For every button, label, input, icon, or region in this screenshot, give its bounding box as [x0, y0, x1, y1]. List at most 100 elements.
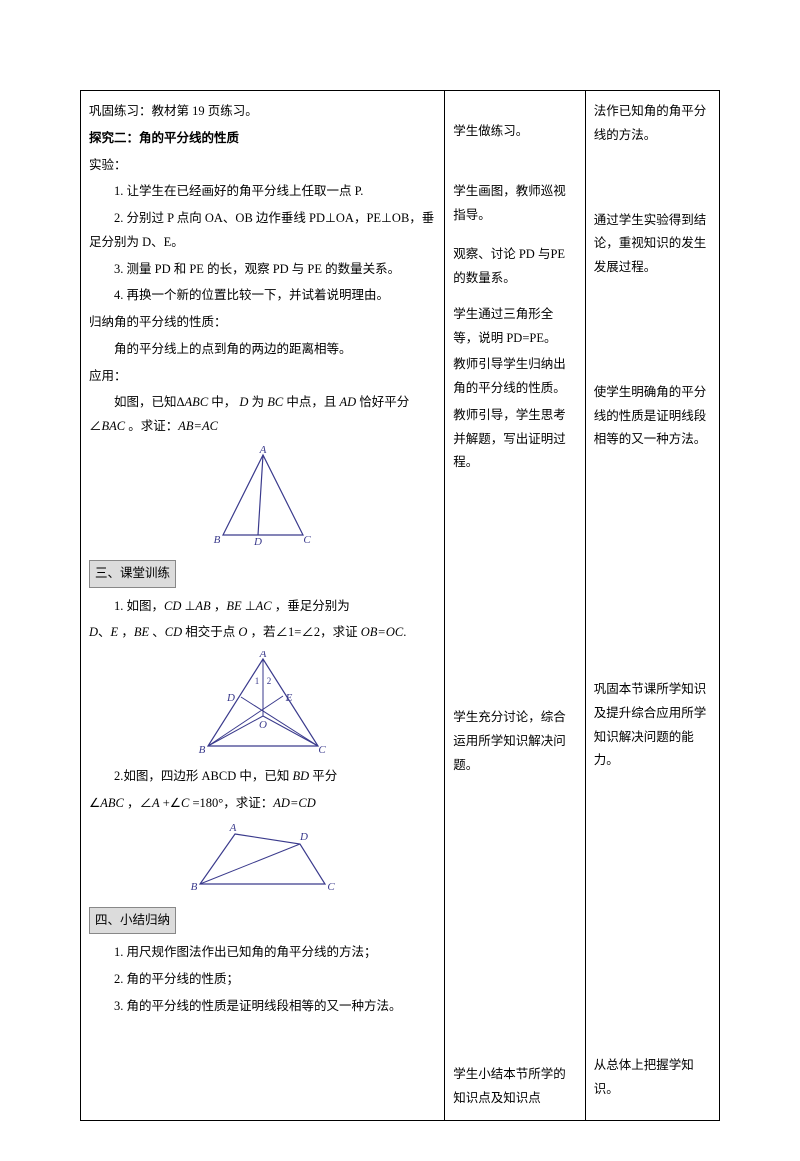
exercise-2-line2: ∠ABC ，∠A +∠C =180°，求证：AD=CD — [89, 792, 436, 816]
apply-text: 如图，已知ΔABC 中， D 为 BC 中点，且 AD 恰好平分∠BAC 。求证… — [89, 391, 436, 439]
triangle-abc-svg: A B C D — [203, 445, 323, 550]
var-E: E — [111, 625, 119, 639]
section-3-header: 三、课堂训练 — [89, 560, 176, 588]
t: 相交于点 — [185, 625, 238, 639]
c3-t0: 法作已知角的角平分线的方法。 — [594, 100, 711, 148]
var-O: O — [238, 625, 247, 639]
t: =180°，求证： — [192, 796, 273, 810]
svg-text:D: D — [299, 831, 308, 843]
quad-abcd-svg: A B C D — [185, 822, 340, 897]
exp-step-3: 3. 测量 PD 和 PE 的长，观察 PD 与 PE 的数量关系。 — [89, 258, 436, 282]
var-BE: BE — [226, 599, 241, 613]
exp-step-1: 1. 让学生在已经画好的角平分线上任取一点 P. — [89, 180, 436, 204]
svg-text:O: O — [259, 719, 267, 731]
apply-label: 应用： — [89, 365, 436, 389]
t: ∠ — [89, 796, 100, 810]
t: 为 — [252, 395, 268, 409]
svg-text:1: 1 — [254, 676, 259, 686]
var-D: D — [89, 625, 98, 639]
c2-t8: 学生小结本节所学的知识点及知识点 — [453, 1063, 577, 1111]
figure-quadrilateral: A B C D — [89, 822, 436, 897]
svg-text:E: E — [284, 692, 292, 704]
c2-t7: 学生充分讨论，综合运用所学知识解决问题。 — [453, 706, 577, 777]
explore2-heading: 探究二：角的平分线的性质 — [89, 127, 436, 151]
var-OBOC: OB=OC — [361, 625, 403, 639]
exercise-2-line1: 2.如图，四边形 ABCD 中，已知 BD 平分 — [89, 765, 436, 789]
svg-text:B: B — [191, 881, 198, 893]
svg-text:C: C — [303, 534, 311, 546]
svg-text:A: A — [258, 445, 266, 456]
var-CD: CD — [164, 599, 181, 613]
t: ⊥ — [185, 599, 196, 613]
var-CD: CD — [165, 625, 182, 639]
exercise-1-line2: D、E ，BE 、CD 相交于点 O ，若∠1=∠2，求证 OB=OC. — [89, 621, 436, 645]
experiment-label: 实验： — [89, 154, 436, 178]
practice-line: 巩固练习：教材第 19 页练习。 — [89, 100, 436, 124]
figure-triangle-2: A B C D E O 1 2 — [89, 651, 436, 759]
c3-t1: 通过学生实验得到结论，重视知识的发生发展过程。 — [594, 209, 711, 280]
t: 如图，已知Δ — [114, 395, 185, 409]
t: ，若∠1=∠2，求证 — [251, 625, 361, 639]
c2-t2: 学生画图，教师巡视指导。 — [453, 180, 577, 228]
exercise-1-line1: 1. 如图，CD ⊥AB ，BE ⊥AC ，垂足分别为 — [89, 595, 436, 619]
c2-t1: 学生做练习。 — [453, 120, 577, 144]
svg-text:B: B — [198, 744, 205, 756]
t: ， — [121, 625, 134, 639]
c2-t6: 教师引导，学生思考并解题，写出证明过程。 — [453, 404, 577, 475]
var-ABC: ABC — [185, 395, 209, 409]
column-teaching-content: 巩固练习：教材第 19 页练习。 探究二：角的平分线的性质 实验： 1. 让学生… — [81, 91, 445, 1121]
var-BE: BE — [134, 625, 149, 639]
svg-text:2: 2 — [266, 676, 271, 686]
lesson-table: 巩固练习：教材第 19 页练习。 探究二：角的平分线的性质 实验： 1. 让学生… — [80, 90, 720, 1121]
exp-step-2: 2. 分别过 P 点向 OA、OB 边作垂线 PD⊥OA，PE⊥OB，垂足分别为… — [89, 207, 436, 255]
summary-item-3: 3. 角的平分线的性质是证明线段相等的又一种方法。 — [89, 995, 436, 1019]
svg-text:D: D — [253, 536, 262, 548]
var-ADCD: AD=CD — [273, 796, 315, 810]
svg-text:C: C — [327, 881, 335, 893]
summary-item-1: 1. 用尺规作图法作出已知角的角平分线的方法； — [89, 941, 436, 965]
t: ⊥ — [245, 599, 256, 613]
t: ， — [214, 599, 227, 613]
t: 、 — [152, 625, 165, 639]
var-C: C — [181, 796, 189, 810]
t: 中点，且 — [286, 395, 339, 409]
var-AC: AC — [256, 599, 272, 613]
summarize-label: 归纳角的平分线的性质： — [89, 311, 436, 335]
figure-triangle-1: A B C D — [89, 445, 436, 550]
c3-t4: 从总体上把握学知识。 — [594, 1054, 711, 1102]
triangle-cevians-svg: A B C D E O 1 2 — [193, 651, 333, 759]
var-AB: AB — [195, 599, 210, 613]
svg-text:A: A — [229, 822, 237, 834]
svg-text:A: A — [258, 651, 266, 660]
var-BD: BD — [292, 769, 309, 783]
var-ABC: ABC — [100, 796, 124, 810]
svg-text:B: B — [213, 534, 220, 546]
var-D: D — [239, 395, 248, 409]
t: 、 — [98, 625, 111, 639]
t: 平分 — [312, 769, 337, 783]
t: . — [403, 625, 406, 639]
section-4-header: 四、小结归纳 — [89, 907, 176, 935]
column-student-activity: 学生做练习。 学生画图，教师巡视指导。 观察、讨论 PD 与PE 的数量系。 学… — [445, 91, 586, 1121]
t: 2.如图，四边形 ABCD 中，已知 — [114, 769, 292, 783]
c2-t3: 观察、讨论 PD 与PE 的数量系。 — [453, 243, 577, 291]
summary-item-2: 2. 角的平分线的性质； — [89, 968, 436, 992]
t: +∠ — [163, 796, 181, 810]
var-BC: BC — [267, 395, 283, 409]
column-design-intent: 法作已知角的角平分线的方法。 通过学生实验得到结论，重视知识的发生发展过程。 使… — [585, 91, 719, 1121]
t: ，∠ — [127, 796, 152, 810]
t: 。求证： — [128, 419, 178, 433]
var-AD: AD — [339, 395, 356, 409]
exp-step-4: 4. 再换一个新的位置比较一下，并试着说明理由。 — [89, 284, 436, 308]
c2-t5: 教师引导学生归纳出角的平分线的性质。 — [453, 353, 577, 401]
c3-t3: 巩固本节课所学知识及提升综合应用所学知识解决问题的能力。 — [594, 678, 711, 773]
t: 中， — [211, 395, 239, 409]
svg-text:C: C — [318, 744, 326, 756]
var-BAC: BAC — [102, 419, 126, 433]
var-A: A — [152, 796, 160, 810]
t: 1. 如图， — [114, 599, 164, 613]
svg-text:D: D — [226, 692, 235, 704]
c2-t4: 学生通过三角形全等，说明 PD=PE。 — [453, 303, 577, 351]
c3-t2: 使学生明确角的平分线的性质是证明线段相等的又一种方法。 — [594, 381, 711, 452]
document-page: 巩固练习：教材第 19 页练习。 探究二：角的平分线的性质 实验： 1. 让学生… — [0, 0, 800, 1161]
